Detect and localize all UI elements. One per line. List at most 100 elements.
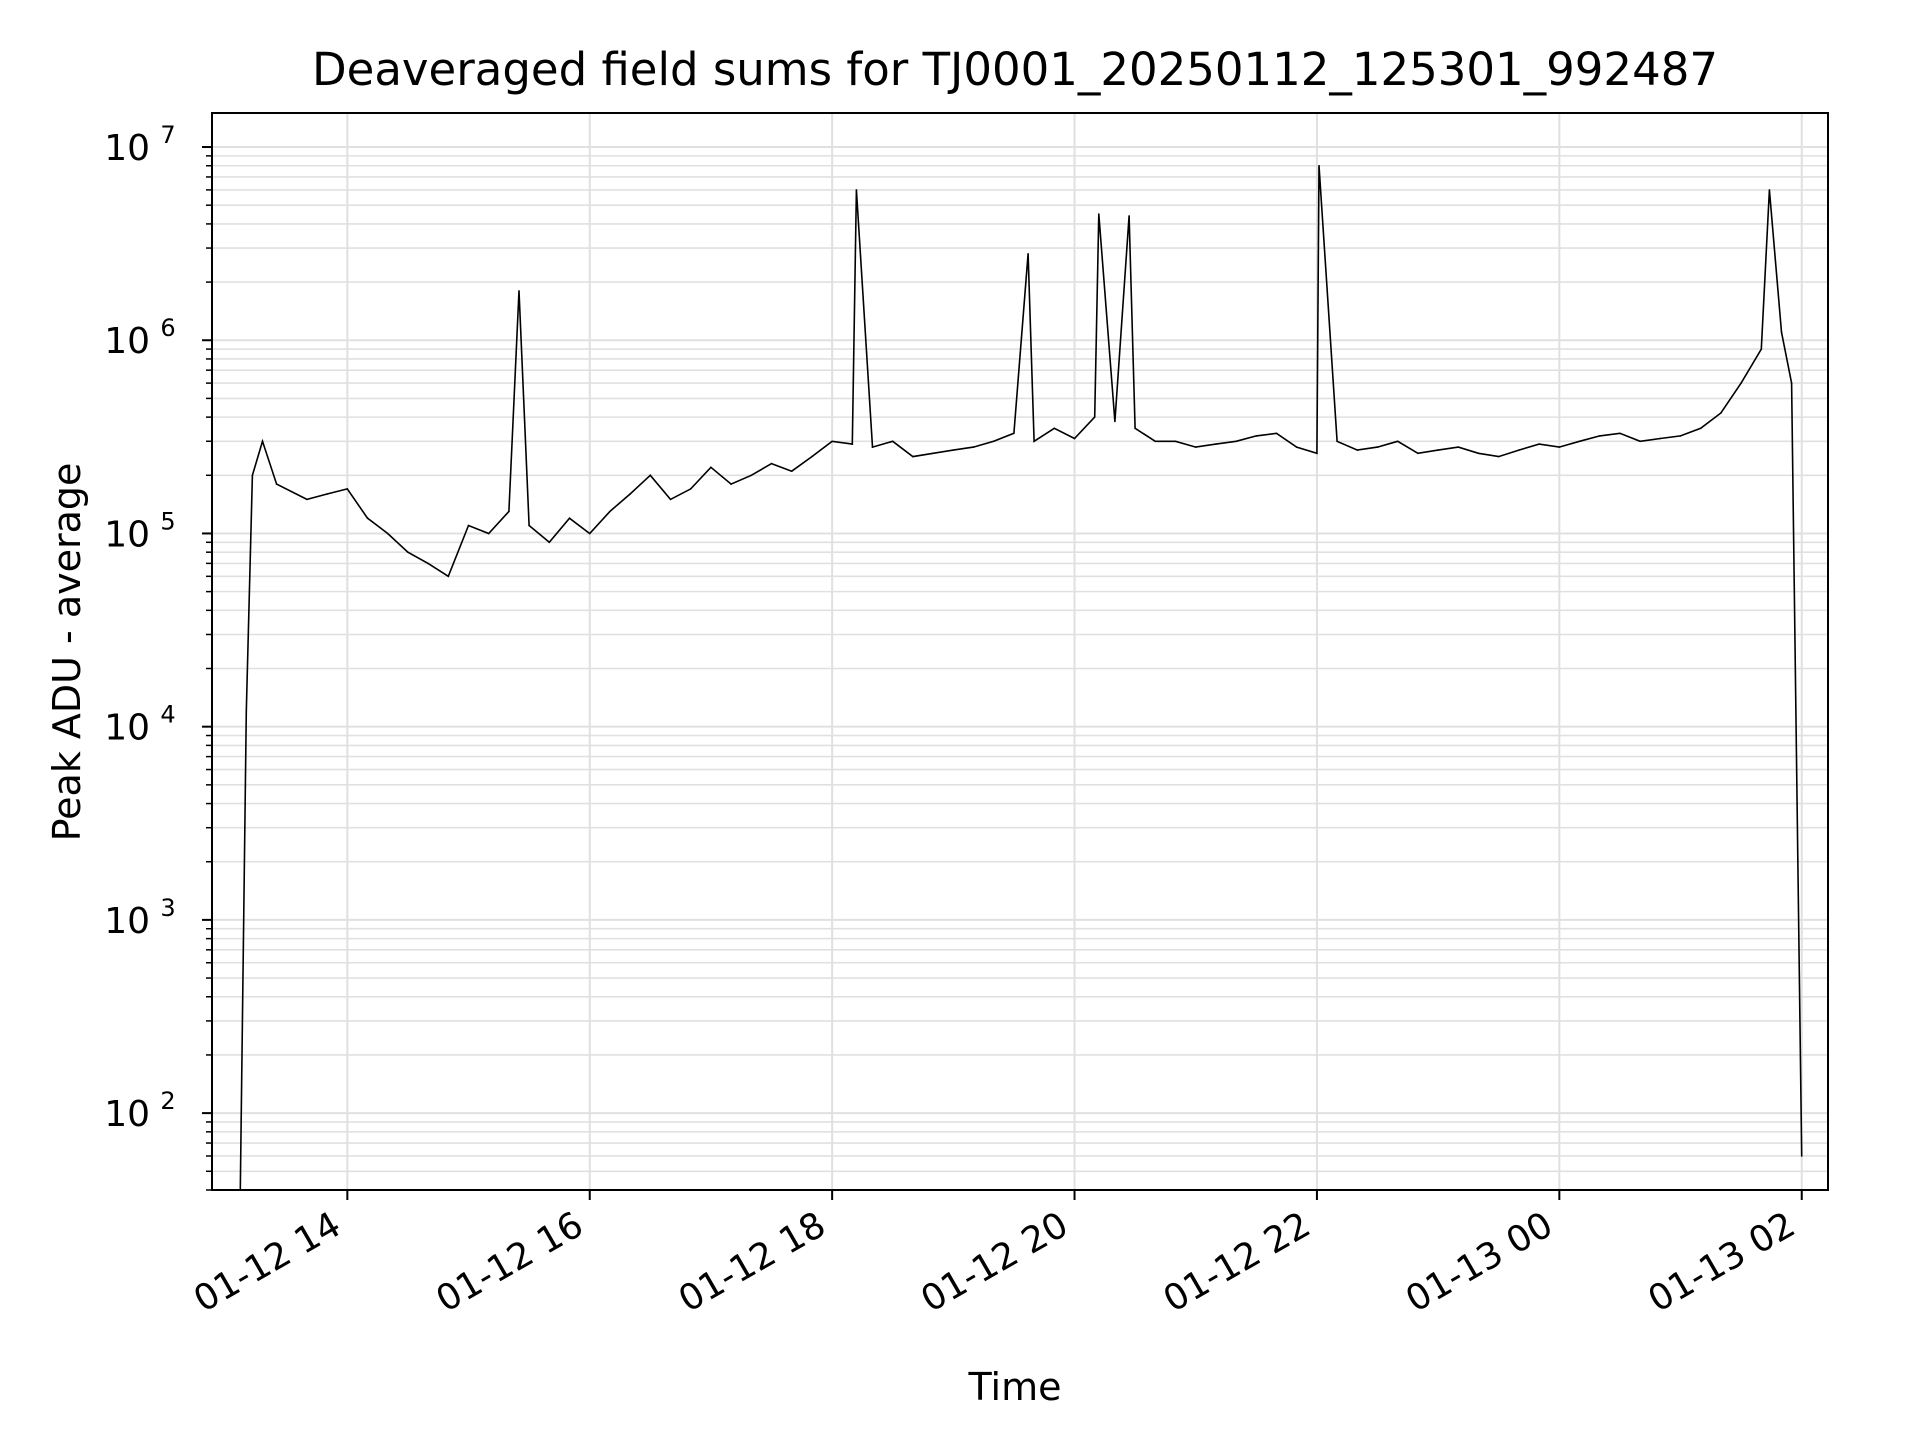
data-point (1578, 440, 1581, 443)
data-point (1134, 427, 1136, 430)
data-point (1720, 412, 1722, 414)
data-point (790, 470, 793, 473)
data-point (1255, 435, 1258, 437)
data-point (1518, 449, 1520, 451)
x-tick-label: 01-12 22 (1157, 1204, 1318, 1320)
data-point (1215, 443, 1217, 445)
data-point (1295, 446, 1298, 448)
x-tick-label: 01-12 14 (187, 1204, 348, 1320)
ticks: 10 2 10 3 10 4 10 5 10 6 10 7 01-12 14 01-12 16 01-12 … (104, 121, 1803, 1321)
y-tick-label-base: 10 (104, 708, 150, 749)
data-point (251, 474, 254, 477)
data-point (891, 440, 894, 443)
data-point (386, 532, 389, 535)
x-tick-label: 01-12 20 (914, 1204, 1075, 1320)
data-point (548, 541, 551, 544)
data-point (649, 474, 652, 477)
data-point (770, 462, 773, 465)
data-point (1768, 189, 1771, 191)
y-tick-label: 10 (104, 1094, 150, 1135)
y-tick-label: 10 (104, 708, 150, 749)
data-point (609, 510, 611, 513)
x-axis-label: Time (968, 1365, 1062, 1409)
data-point (366, 517, 369, 519)
data-point (1417, 452, 1419, 455)
data-point (1639, 440, 1641, 443)
data-point (1275, 432, 1278, 435)
data-point (508, 510, 510, 513)
data-point (669, 498, 672, 501)
data-point (1396, 440, 1399, 443)
data-point (912, 455, 914, 458)
data-point (1376, 446, 1379, 448)
y-tick-label-exponent: 3 (160, 894, 175, 922)
data-point (1497, 455, 1500, 458)
data-point (851, 443, 854, 445)
data-point (831, 440, 833, 443)
data-point (261, 440, 264, 443)
data-point (1437, 449, 1439, 451)
data-point (245, 710, 248, 713)
data-point (1073, 437, 1076, 440)
data-point (1760, 348, 1763, 350)
y-tick-label-base: 10 (104, 128, 150, 169)
data-point (1128, 215, 1130, 217)
data-point (1780, 331, 1783, 334)
data-point (1033, 440, 1035, 443)
data-point (346, 488, 349, 490)
y-tick-label: 10 (104, 901, 150, 942)
data-point (855, 189, 858, 191)
data-point (1740, 382, 1742, 384)
y-tick-label-base: 10 (104, 514, 150, 555)
y-tick-label: 10 (104, 321, 150, 362)
data-point (1174, 440, 1177, 443)
data-point (447, 575, 450, 578)
data-point (1699, 427, 1702, 430)
data-point (1027, 253, 1029, 255)
data-point (518, 290, 520, 292)
y-tick-label-base: 10 (104, 1094, 150, 1135)
data-point (972, 446, 975, 448)
data-point (1194, 446, 1197, 448)
data-point (1318, 164, 1320, 167)
y-tick-label: 10 (104, 514, 150, 555)
data-point (1114, 420, 1116, 423)
data-point (1053, 427, 1056, 430)
data-point (1558, 446, 1561, 448)
y-tick-label-base: 10 (104, 321, 150, 362)
data-point (528, 524, 530, 527)
data-point (467, 524, 470, 527)
data-point (730, 483, 732, 485)
data-point (932, 452, 934, 455)
data-point (750, 474, 753, 477)
data-point (1093, 416, 1096, 418)
data-point (992, 440, 995, 443)
data-point (710, 466, 712, 469)
x-tick-label: 01-13 00 (1399, 1204, 1560, 1320)
data-point (1790, 382, 1793, 384)
y-tick-label: 10 (104, 128, 150, 169)
data-point (568, 517, 571, 519)
data-point (275, 483, 278, 485)
data-point (1800, 1155, 1803, 1157)
y-tick-label-base: 10 (104, 901, 150, 942)
y-axis-label: Peak ADU - average (45, 463, 89, 842)
series-layer (239, 164, 1803, 1191)
y-tick-label-exponent: 6 (160, 314, 175, 342)
data-point (1457, 446, 1460, 448)
data-point (1356, 449, 1359, 451)
y-tick-label-exponent: 2 (160, 1087, 175, 1115)
grid (212, 113, 1828, 1191)
chart-title: Deaveraged field sums for TJ0001_2025011… (312, 43, 1718, 96)
data-point (1154, 440, 1157, 443)
data-point (1477, 452, 1480, 455)
data-point (588, 532, 591, 535)
x-tick-label: 01-13 02 (1642, 1204, 1803, 1320)
data-point (629, 493, 631, 495)
series-line (239, 165, 1803, 1191)
data-point (407, 551, 409, 553)
y-tick-label-exponent: 4 (160, 701, 175, 729)
data-point (1098, 213, 1100, 215)
